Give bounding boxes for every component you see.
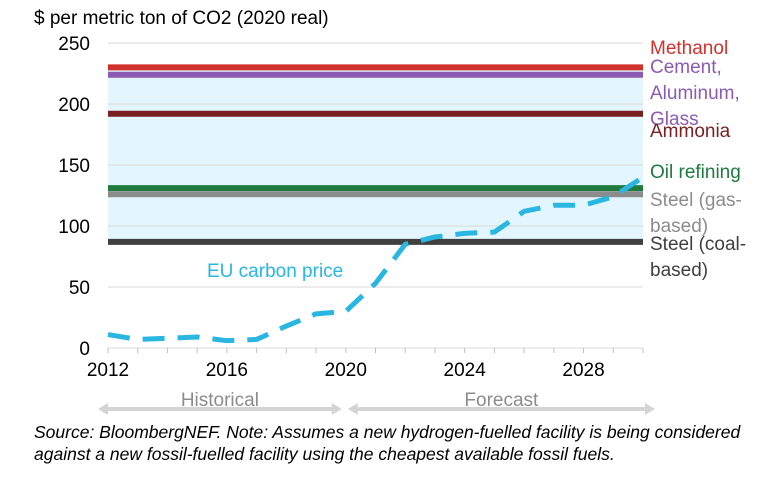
y-tick-label: 0 (79, 339, 90, 360)
series-label: EU carbon price (207, 261, 343, 282)
x-tick-label: 2024 (444, 360, 487, 381)
threshold-label: Steel (gas- (650, 190, 742, 211)
source-note: Source: BloombergNEF. Note: Assumes a ne… (34, 422, 741, 464)
series-group: EU carbon price (107, 175, 645, 344)
period-arrow-head (98, 403, 108, 415)
threshold-label: Methanol (650, 38, 728, 59)
y-axis: 0 50 100 150 200 250 (58, 34, 90, 360)
x-axis: 2012 2016 2020 2024 2028 (87, 348, 644, 381)
x-tick-label: 2028 (562, 360, 604, 381)
threshold-label: Glass (650, 109, 699, 130)
y-tick-label: 100 (58, 217, 90, 238)
threshold-label: Cement, (650, 57, 722, 78)
threshold-label: based) (650, 216, 708, 237)
chart-title: $ per metric ton of CO2 (2020 real) (34, 8, 329, 29)
period-label: Historical (181, 390, 259, 411)
y-tick-label: 250 (58, 34, 90, 55)
series-line (107, 175, 645, 344)
x-tick-label: 2012 (87, 360, 129, 381)
threshold-label: Oil refining (650, 162, 741, 183)
x-tick-label: 2020 (325, 360, 367, 381)
shaded-band (108, 67, 643, 242)
threshold-label: Steel (coal- (650, 234, 746, 255)
x-tick-label: 2016 (206, 360, 248, 381)
period-arrow-head (347, 403, 358, 415)
period-arrows: Historical Forecast (98, 390, 655, 415)
period-arrow-head (331, 403, 342, 415)
y-tick-label: 200 (58, 95, 90, 116)
y-tick-label: 50 (69, 278, 90, 299)
threshold-label: Aluminum, (650, 83, 740, 104)
threshold-label: Ammonia (650, 121, 731, 142)
period-arrow-head (645, 403, 655, 415)
threshold-label: based) (650, 260, 708, 281)
y-tick-label: 150 (58, 156, 90, 177)
period-label: Forecast (464, 390, 539, 411)
